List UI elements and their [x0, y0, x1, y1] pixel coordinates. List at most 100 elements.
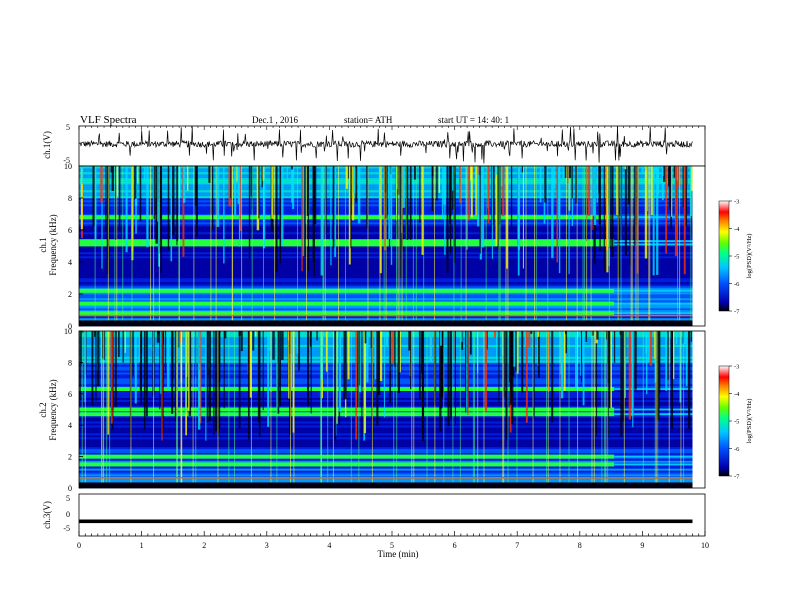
- spec-sferic-streak: [224, 331, 227, 339]
- date-label: Dec.1 , 2016: [252, 115, 298, 125]
- spec-sferic-streak: [467, 331, 469, 415]
- spec-sferic-streak: [215, 331, 218, 431]
- spec-sferic-streak: [551, 166, 554, 259]
- spec-freq-row: [79, 385, 693, 389]
- spec-sferic-streak: [146, 166, 149, 248]
- spec-transmitter-band: [79, 311, 615, 316]
- colorbar-tick-label: -4: [734, 391, 740, 398]
- spec-ytick-label: 4: [68, 258, 72, 267]
- spec-sferic-streak: [511, 331, 514, 425]
- spec-freq-row: [79, 370, 693, 373]
- spec-sferic-streak: [553, 166, 556, 189]
- spec-sferic-streak: [343, 331, 346, 400]
- spec-sferic-streak: [556, 166, 559, 263]
- spec-full-streak: [293, 331, 295, 488]
- spec-sferic-streak: [655, 331, 658, 421]
- spec-sferic-streak: [366, 331, 369, 383]
- spec-sferic-streak: [436, 166, 438, 201]
- spec-full-streak: [547, 166, 549, 326]
- spec-sferic-streak: [352, 166, 355, 221]
- spec-sferic-streak: [605, 331, 608, 340]
- spec-sferic-streak: [491, 166, 493, 259]
- spec-full-streak: [680, 331, 682, 488]
- spec-sferic-streak: [81, 166, 84, 170]
- spec-freq-row: [79, 470, 693, 473]
- spec-sferic-streak: [449, 166, 451, 224]
- spec-full-streak: [583, 166, 585, 326]
- spec-sferic-streak: [301, 166, 303, 272]
- spec-sferic-streak: [118, 166, 121, 232]
- spec-sferic-streak: [494, 331, 497, 338]
- spec-full-streak: [305, 166, 307, 326]
- spec-sferic-streak: [185, 331, 187, 414]
- spec-sferic-streak: [277, 331, 280, 414]
- spec-sferic-streak: [571, 166, 573, 199]
- spec-sferic-streak: [357, 166, 361, 224]
- spec-sferic-streak: [528, 331, 531, 348]
- spec-sferic-streak: [405, 166, 409, 240]
- spec-sferic-streak: [248, 166, 251, 259]
- spec-sferic-streak: [459, 166, 462, 203]
- spec-ytick-label: 10: [64, 162, 72, 171]
- spec-sferic-streak: [138, 331, 141, 363]
- spec-sferic-streak: [132, 331, 134, 376]
- spec-transmitter-band: [79, 239, 615, 244]
- spec-full-streak: [415, 166, 417, 326]
- spec-sferic-streak: [656, 166, 659, 275]
- spec-sferic-streak: [135, 166, 137, 234]
- x-tick-label: 5: [390, 541, 394, 550]
- spec-sferic-streak: [487, 166, 490, 223]
- spec-ytick-label: 0: [68, 322, 72, 331]
- spec-full-streak: [158, 166, 160, 326]
- spec-full-streak: [320, 331, 322, 488]
- spec-full-streak: [582, 166, 584, 326]
- spec-transmitter-band-late: [614, 463, 693, 466]
- x-tick-label: 3: [265, 541, 269, 550]
- spec-sferic-streak: [178, 331, 180, 357]
- spec-freq-row: [79, 423, 693, 426]
- spec-sferic-streak: [607, 331, 609, 439]
- spec-transmitter-band: [79, 462, 615, 467]
- spec-sferic-streak: [303, 166, 306, 257]
- spec-sferic-streak: [258, 331, 261, 437]
- spec-sferic-streak: [481, 166, 485, 248]
- spec-freq-row: [79, 472, 693, 475]
- spec-sferic-streak: [143, 331, 146, 430]
- spec-full-streak: [193, 166, 195, 326]
- spec-sferic-streak: [517, 331, 519, 374]
- spec-full-streak: [181, 331, 183, 488]
- ch1-spectrogram-image: [79, 166, 693, 327]
- spec-freq-row: [79, 380, 693, 383]
- spec-sferic-streak: [334, 331, 337, 441]
- spec-low-freq-line: [79, 477, 693, 479]
- spec-freq-row: [79, 348, 693, 351]
- spec-sferic-streak: [279, 166, 282, 264]
- spec-transmitter-band: [79, 242, 615, 247]
- spec-sferic-streak: [171, 331, 174, 414]
- spec-freq-row: [79, 358, 693, 361]
- spec-sferic-streak: [267, 331, 270, 427]
- spec-full-streak: [655, 331, 657, 488]
- spec-sferic-streak: [397, 166, 400, 195]
- colorbar-tick-label: -3: [734, 199, 739, 206]
- spec-sferic-streak: [287, 331, 290, 341]
- spec-sferic-streak: [303, 166, 305, 257]
- spec-full-streak: [332, 331, 334, 488]
- spec-sferic-streak: [575, 331, 578, 391]
- spec-sferic-streak: [657, 331, 660, 420]
- spec-sferic-streak: [502, 166, 505, 217]
- ch1-colorbar-gradient: [718, 200, 730, 312]
- spec-sferic-streak: [81, 166, 84, 185]
- x-tick-label: 8: [578, 541, 582, 550]
- spec-full-streak: [276, 331, 278, 488]
- colorbar-tick-label: -7: [734, 309, 740, 316]
- spec-sferic-streak: [562, 166, 565, 179]
- spec-sferic-streak: [658, 331, 661, 394]
- spec-sferic-streak: [383, 331, 385, 418]
- spec-full-streak: [393, 331, 395, 488]
- spec-sferic-streak: [388, 166, 391, 240]
- spec-full-streak: [297, 166, 299, 326]
- spec-sferic-streak: [137, 166, 139, 184]
- spec-freq-row: [79, 354, 693, 357]
- spec-full-streak: [507, 166, 509, 326]
